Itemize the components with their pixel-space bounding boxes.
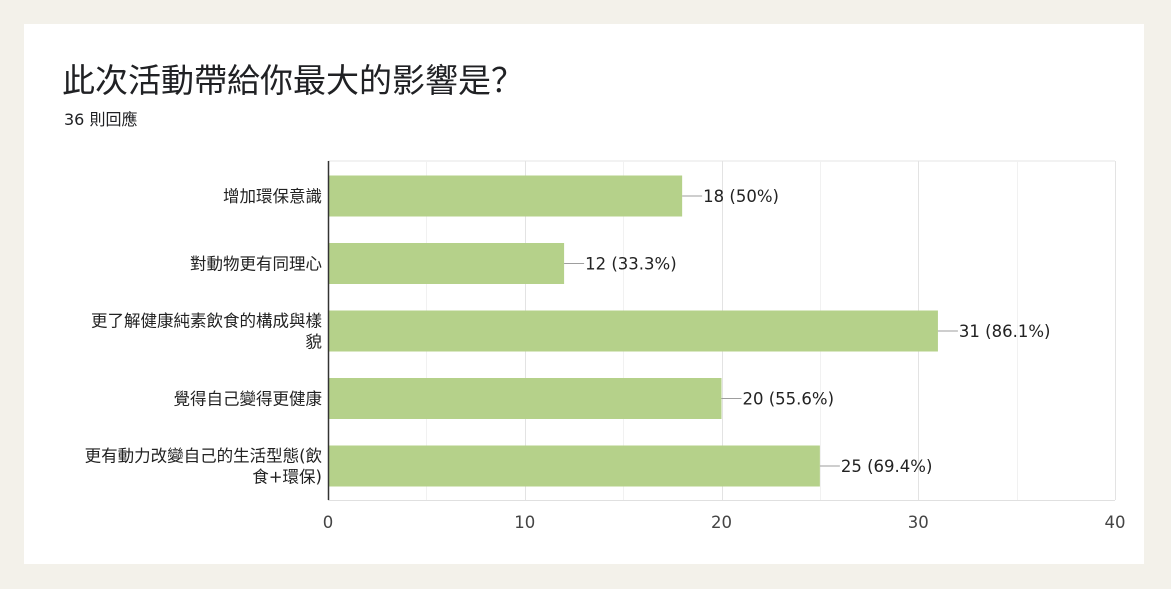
x-tick-label: 10 [514,513,535,532]
category-label: 增加環保意識 [223,187,322,206]
form-summary-card: 此次活動帶給你最大的影響是？ 36 則回應 18 (50%) 12 (33.3%)… [24,24,1144,564]
x-tick-label: 30 [908,513,929,532]
category-label: 更了解健康純素飲食的構成與樣 [91,312,323,331]
response-count: 36 則回應 [64,110,138,129]
labels: 18 (50%) 12 (33.3%) 31 (86.1%) 20 (55.6%) 25… [85,187,1126,532]
bar [328,445,820,487]
bar [328,310,938,352]
bar-chart: 18 (50%) 12 (33.3%) 31 (86.1%) 20 (55.6%) 25… [85,160,1126,532]
bar [328,243,565,284]
data-label: 18 (50%) [703,187,779,206]
data-label: 31 (86.1%) [959,322,1051,341]
bars [328,175,938,487]
x-tick-label: 40 [1105,513,1126,532]
data-label: 20 (55.6%) [743,390,835,409]
bar [328,378,722,419]
category-label: 對動物更有同理心 [190,255,322,274]
leader-lines [564,195,958,467]
x-tick-label: 20 [711,513,732,532]
bar [328,175,683,217]
question-title: 此次活動帶給你最大的影響是？ [62,61,524,100]
category-label: 食+環保) [252,468,322,487]
x-tick-label: 0 [323,513,334,532]
category-label: 更有動力改變自己的生活型態(飲 [85,447,323,466]
category-label: 貌 [306,333,323,352]
category-label: 覺得自己變得更健康 [174,390,323,409]
data-label: 25 (69.4%) [841,457,933,476]
data-label: 12 (33.3%) [585,255,677,274]
